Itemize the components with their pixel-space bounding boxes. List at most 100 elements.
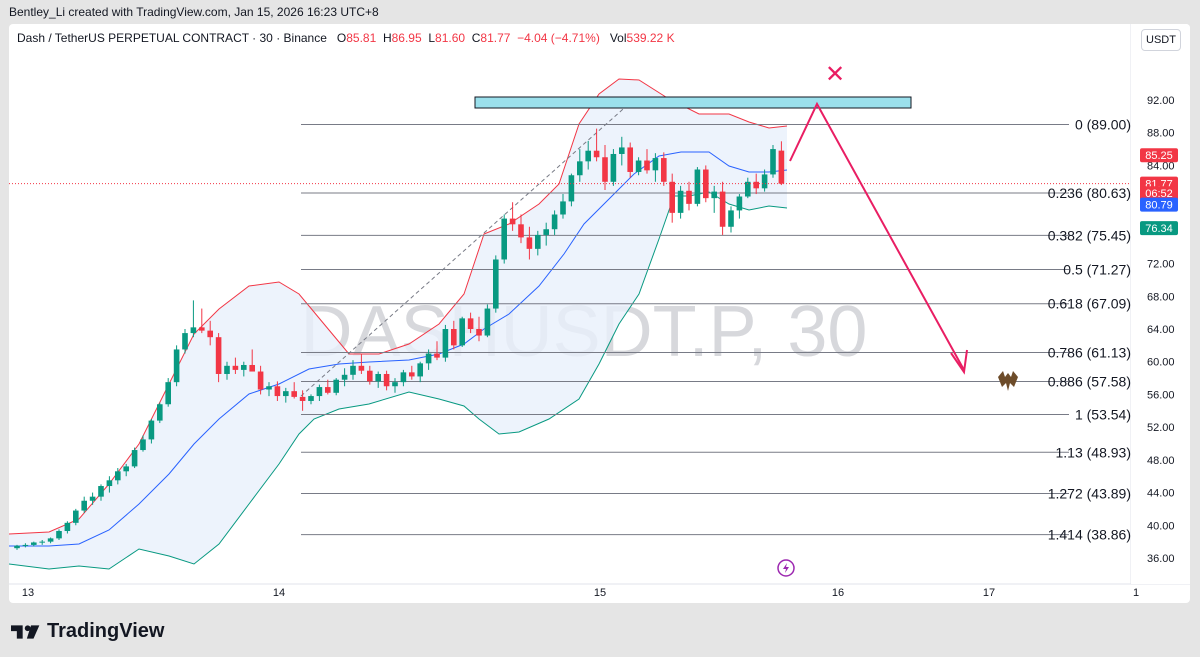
price-badge-label: 76.34 [1145,223,1173,235]
currency-button[interactable]: USDT [1141,29,1181,51]
tradingview-logo[interactable]: TradingView [11,620,164,643]
candle-body [165,382,171,405]
price-badge-bg [1140,186,1178,201]
candle-body [215,337,222,374]
candlestick [627,142,633,178]
candle-body [73,510,79,523]
candlestick [98,484,104,501]
candle-body [123,466,129,472]
candlestick [577,149,583,182]
close-value: 81.77 [480,31,511,45]
chart-pane[interactable]: Dash / TetherUS PERPETUAL CONTRACT · 30 … [9,24,1190,603]
fib-level-label: 1.272 (43.89) [1048,485,1131,501]
price-axis-bg [1131,24,1190,584]
candle-body [341,374,348,380]
candle-body [585,150,591,162]
candle-body [728,210,734,227]
candlestick [551,210,558,235]
price-axis-tick: 48.00 [1147,455,1175,467]
candlestick [400,369,407,387]
candle-body [131,450,138,467]
candle-body [543,229,549,235]
price-axis-tick: 64.00 [1147,324,1175,336]
candlestick [14,544,20,550]
time-axis-label: 15 [594,587,606,599]
close-label: C [471,31,481,45]
candlestick [585,140,591,170]
price-axis-tick: 84.00 [1147,160,1175,172]
time-axis-label: 17 [983,587,995,599]
candlestick [610,149,617,186]
candle-body [745,181,751,197]
candlestick [459,316,465,347]
candlestick [493,255,499,313]
candlestick [31,541,37,547]
candle-body [484,308,491,336]
candlestick [686,181,692,211]
symbol-legend[interactable]: Dash / TetherUS PERPETUAL CONTRACT · 30 … [17,31,675,45]
high-label: H [382,31,392,45]
candlestick [467,312,474,334]
candle-body [761,174,768,189]
change-value: −4.04 (−4.71%) [517,31,600,45]
fib-trend-line [300,101,632,397]
candlestick [425,349,432,370]
candlestick [333,378,339,396]
candle-body [661,158,667,182]
price-axis-tick: 60.00 [1147,357,1175,369]
candle-body [610,153,617,182]
fib-level-label: 0 (89.00) [1075,117,1131,133]
candle-body [736,196,743,211]
candle-body [14,545,20,549]
candlestick [652,153,659,182]
candlestick [509,202,516,231]
fib-level-label: 0.236 (80.63) [1048,185,1131,201]
price-badge-label: 06:52 [1145,188,1173,200]
candle-body [157,404,163,421]
bollinger-fill [9,79,787,569]
candle-body [509,218,516,225]
lightning-icon[interactable] [777,559,795,577]
candlestick [165,378,171,407]
candle-body [47,538,54,542]
candle-body [627,147,633,172]
candle-body [669,181,675,213]
symbol-name[interactable]: Dash / TetherUS PERPETUAL CONTRACT · 30 … [17,31,327,45]
price-chart[interactable]: DASHUSDT.P, 30 0 (89.00)0.236 (80.63)0.3… [9,24,1190,603]
candlestick [358,353,365,374]
price-badge-bg [1140,148,1178,163]
lightning-bolt [783,563,789,573]
candle-body [274,386,281,397]
candle-body [31,542,37,545]
candle-body [89,496,96,501]
candlestick [190,300,197,338]
candlestick [106,476,113,493]
candlestick [89,492,96,505]
candle-body [476,329,482,336]
candlestick [81,496,87,514]
candlestick [417,361,423,383]
candlestick [215,333,222,383]
candlestick [47,537,54,544]
candlestick [325,379,331,395]
candle-body [115,471,121,481]
candle-body [241,364,247,370]
candlestick [728,206,734,233]
candlestick [207,320,213,346]
candlestick [711,185,717,213]
candle-body [711,191,717,199]
reject-x-icon: ✕ [825,60,845,88]
candle-body [283,391,289,397]
candle-body [291,391,297,397]
candle-body [39,541,45,543]
candle-body [417,363,423,377]
candlestick [484,304,491,338]
candlestick [392,378,398,393]
candlestick [224,361,230,380]
time-axis-label: 1 [1133,587,1139,599]
fib-level-label: 0.382 (75.45) [1048,227,1131,243]
candle-body [652,158,659,171]
candle-body [602,157,608,182]
bat-icon [998,371,1018,391]
candlestick [602,144,608,190]
